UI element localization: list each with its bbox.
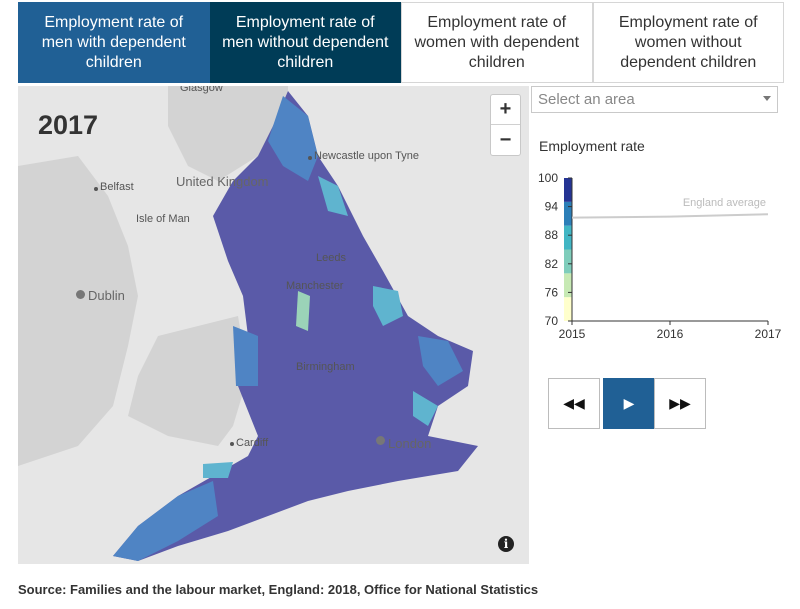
place-label-belfast: Belfast — [100, 181, 134, 193]
x-tick-label: 2017 — [755, 327, 782, 341]
scale-segment-3 — [564, 225, 572, 250]
chevron-down-icon — [763, 96, 771, 101]
place-label-leeds: Leeds — [316, 252, 346, 264]
cardiff-marker — [230, 442, 234, 446]
y-tick-label: 94 — [545, 200, 559, 214]
zoom-in-button[interactable]: + — [491, 95, 520, 125]
place-label-glasgow: Glasgow — [180, 86, 223, 94]
england-region-mid-ne — [318, 176, 348, 216]
area-select-placeholder: Select an area — [538, 91, 635, 108]
england-region-light-4 — [413, 391, 438, 426]
next-year-button[interactable]: ▶▶ — [654, 378, 706, 429]
england-region-light-2 — [418, 336, 463, 386]
y-tick-label: 88 — [545, 228, 559, 242]
area-select[interactable]: Select an area — [531, 86, 778, 113]
england-region-light-east — [373, 286, 403, 326]
play-button[interactable]: ▶ — [603, 378, 655, 429]
zoom-out-button[interactable]: − — [499, 128, 512, 151]
previous-year-button[interactable]: ◀◀ — [548, 378, 600, 429]
place-label-birmingham: Birmingham — [296, 361, 355, 373]
england-region-dark — [113, 91, 478, 561]
tab-1[interactable]: Employment rate of men with dependent ch… — [18, 2, 210, 83]
x-tick-label: 2015 — [559, 327, 586, 341]
dublin-marker — [76, 290, 85, 299]
map-year-label: 2017 — [38, 110, 99, 140]
scale-segment-2 — [564, 249, 572, 274]
dataset-tabs: Employment rate of men with dependent ch… — [18, 2, 784, 83]
england-region-mid-sw — [113, 481, 218, 561]
scale-segment-0 — [564, 297, 572, 321]
tab-3[interactable]: Employment rate of women with dependent … — [401, 2, 593, 83]
chart-title: Employment rate — [539, 138, 645, 154]
place-label-newcastle: Newcastle upon Tyne — [314, 150, 419, 162]
series-label-england-average: England average — [683, 197, 766, 209]
zoom-control: + − — [490, 94, 521, 156]
england-region-north-mid — [268, 96, 318, 181]
employment-rate-chart: 70 76 82 88 94 100 2015 2016 2017 England average — [538, 171, 782, 341]
y-tick-label: 100 — [538, 171, 558, 185]
place-label-uk: United Kingdom — [176, 174, 269, 189]
newcastle-marker — [308, 156, 312, 160]
tab-4[interactable]: Employment rate of women without depende… — [592, 2, 784, 83]
wales-landmass — [128, 316, 248, 446]
england-region-light-3 — [203, 462, 233, 478]
y-tick-label: 70 — [545, 314, 559, 328]
scotland-landmass — [168, 86, 288, 181]
scale-segment-4 — [564, 201, 572, 226]
x-tick-label: 2016 — [657, 327, 684, 341]
place-label-manchester: Manchester — [286, 280, 344, 292]
london-marker — [376, 436, 385, 445]
place-label-dublin: Dublin — [88, 288, 125, 303]
source-note: Source: Families and the labour market, … — [18, 582, 539, 597]
y-tick-label: 76 — [545, 285, 559, 299]
place-label-london: London — [388, 436, 432, 451]
series-line-england-average — [571, 213, 769, 219]
info-icon[interactable]: i — [498, 536, 514, 552]
scale-segment-1 — [564, 273, 572, 298]
belfast-marker — [94, 187, 98, 191]
map-panel[interactable]: 2017 Glasgow Newcastle upon Tyne Belfast… — [18, 86, 529, 564]
ireland-landmass — [18, 156, 138, 466]
tab-2[interactable]: Employment rate of men without dependent… — [209, 2, 401, 83]
place-label-cardiff: Cardiff — [236, 437, 269, 449]
map-canvas[interactable] — [18, 86, 529, 564]
scale-segment-5 — [564, 178, 572, 202]
place-label-isle-of-man: Isle of Man — [136, 213, 190, 225]
england-region-mid-west — [233, 326, 258, 386]
england-region-pale-1 — [296, 291, 310, 331]
y-tick-label: 82 — [545, 257, 559, 271]
